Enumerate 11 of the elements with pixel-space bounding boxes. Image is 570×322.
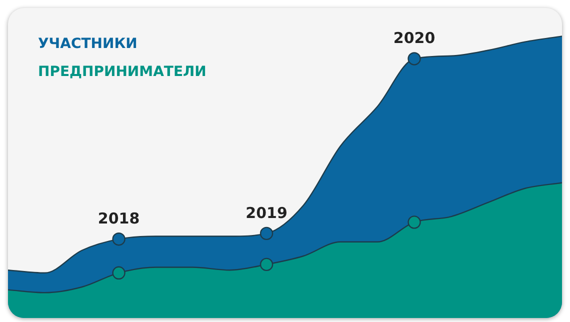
annotation: 2020 [393,29,436,48]
text: УЧАСТНИКИ [38,36,138,52]
point [260,226,274,240]
annotation: 2018 [98,209,140,228]
text: ПРЕДПРИНИМАТЕЛИ [38,64,206,80]
point [112,266,126,280]
point [260,258,274,272]
point [112,232,126,246]
point [408,216,421,229]
annotation: 2019 [246,204,288,222]
point [408,52,421,66]
